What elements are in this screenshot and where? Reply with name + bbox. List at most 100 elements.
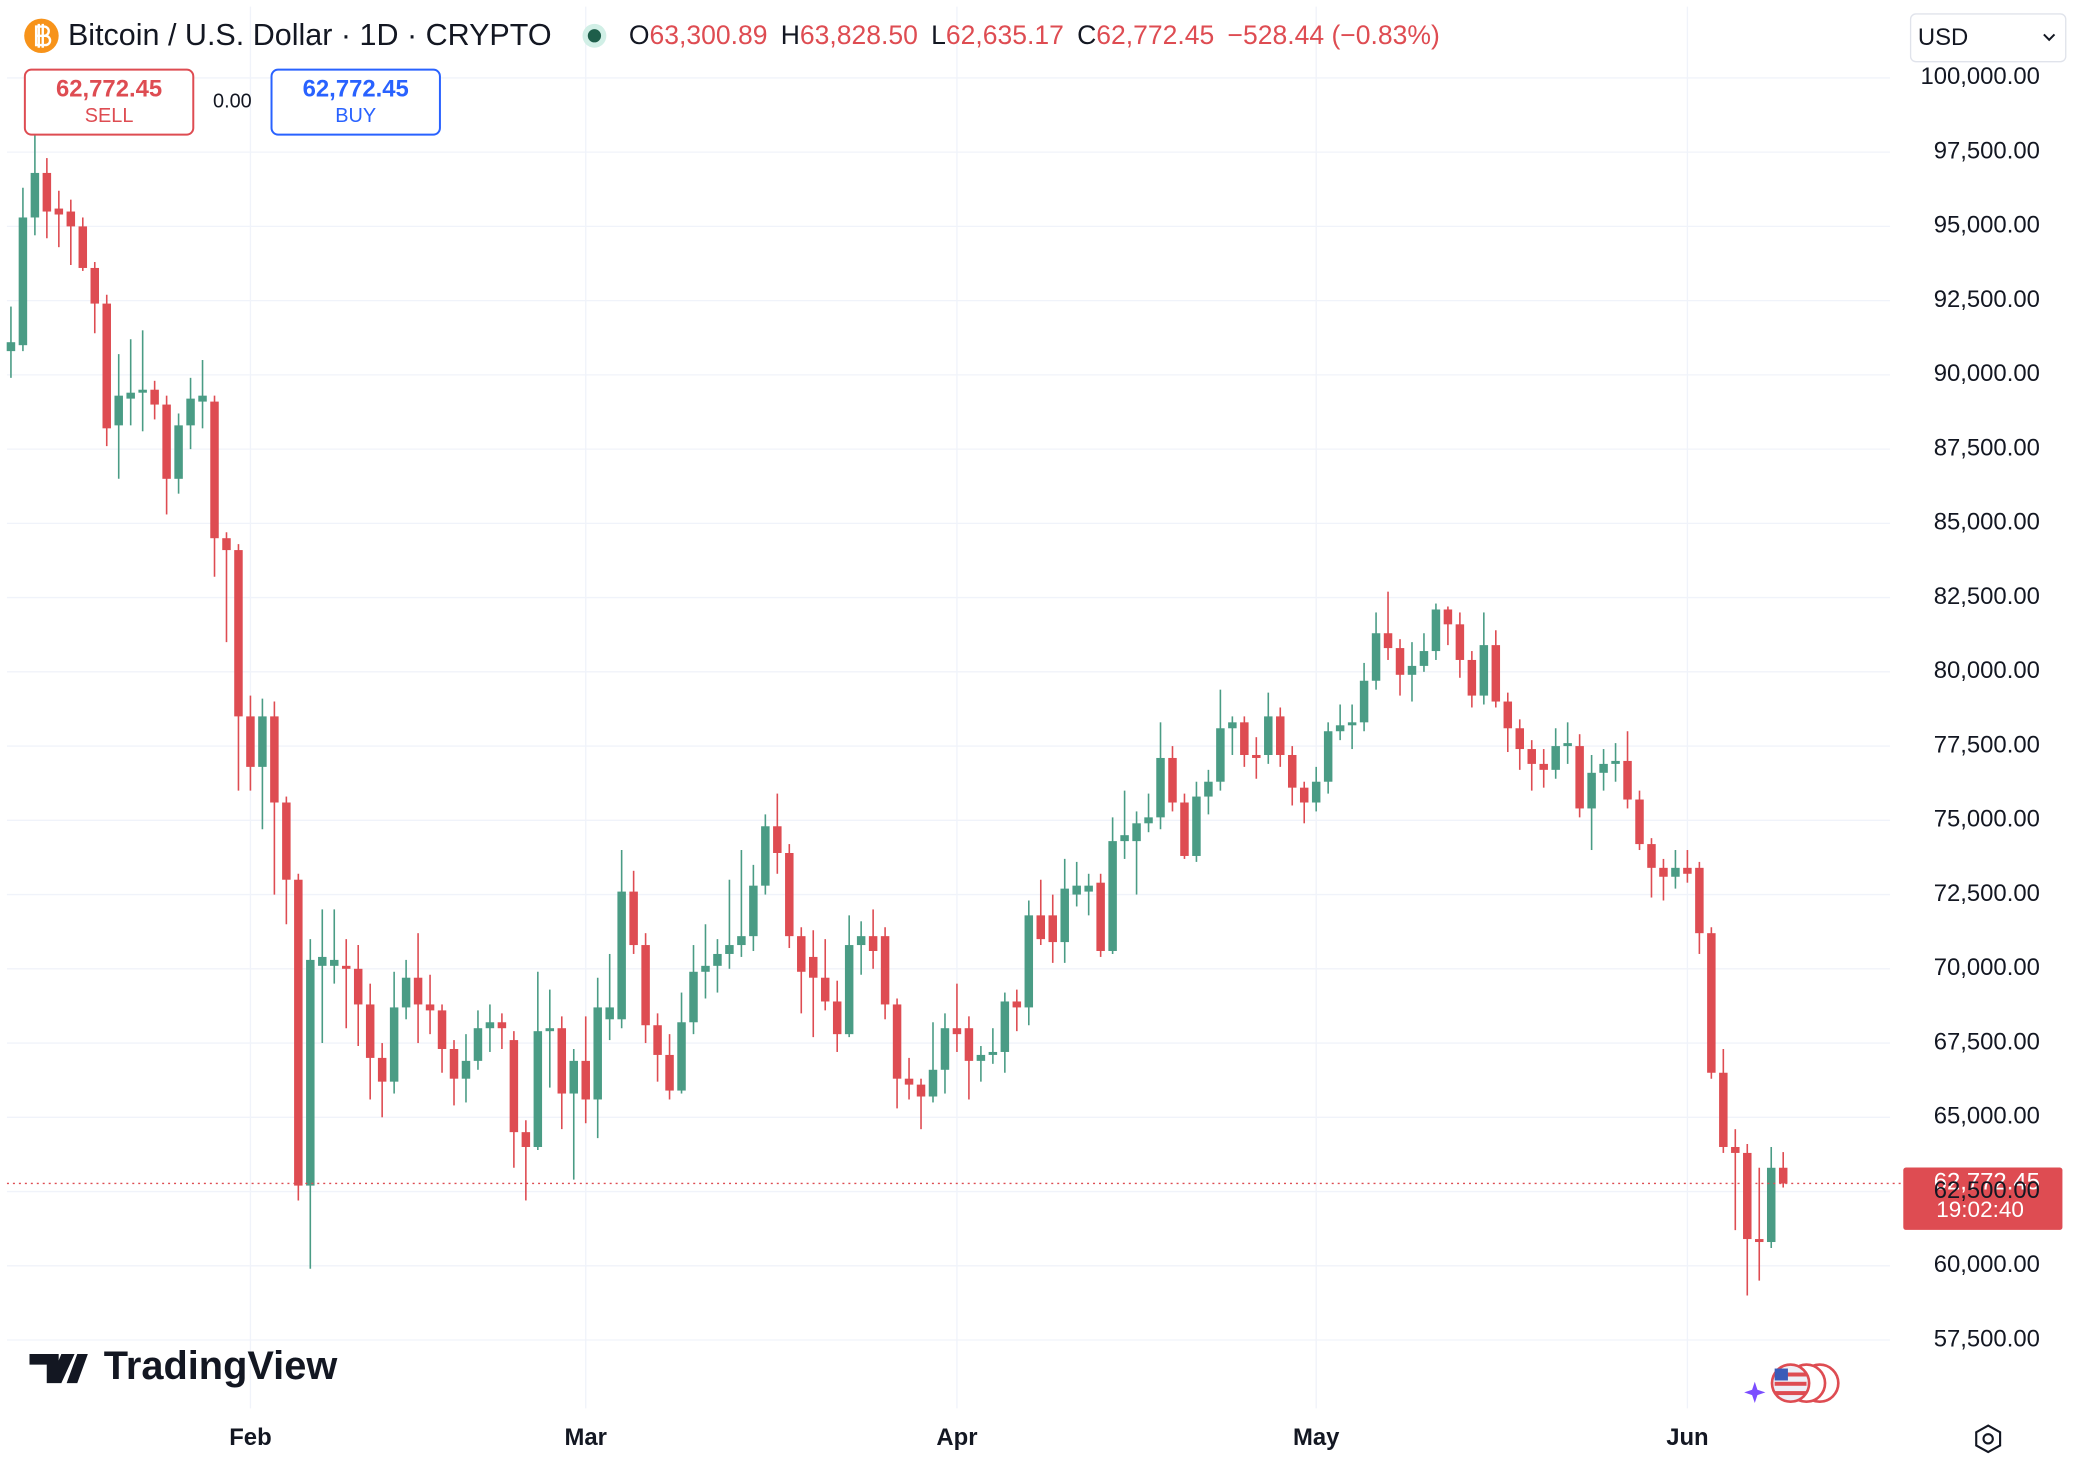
candle-body [1599, 763, 1608, 773]
candle-body [581, 1060, 590, 1100]
candle-body [629, 891, 638, 946]
candle-body [1144, 817, 1153, 824]
x-tick-label: May [1293, 1424, 1340, 1451]
candle-body [1563, 743, 1572, 747]
candle-body [1743, 1152, 1752, 1240]
candle-body [689, 971, 698, 1023]
candle-body [1323, 731, 1333, 782]
candle-body [916, 1084, 926, 1097]
candle-body [976, 1054, 986, 1061]
candle-body [856, 936, 866, 946]
candle-body [1120, 835, 1129, 842]
x-tick-label: Feb [229, 1424, 271, 1451]
candle-body [42, 172, 52, 212]
candle-body [1180, 802, 1189, 856]
candle-body [1264, 716, 1273, 755]
candle-body [1240, 722, 1249, 755]
symbol-title[interactable]: Bitcoin / U.S. Dollar · 1D · CRYPTO [68, 18, 552, 52]
event-icons [1744, 1363, 1840, 1404]
candle-body [102, 303, 111, 429]
y-tick-label: 75,000.00 [1934, 806, 2040, 833]
candle-body [258, 716, 267, 767]
candle-body [1683, 867, 1692, 874]
candle-body [246, 716, 255, 767]
candle-body [150, 389, 159, 405]
candle-body [30, 172, 40, 218]
candle-body [437, 1010, 447, 1049]
candle-body [593, 1007, 602, 1100]
candle-body [1731, 1146, 1740, 1153]
candle-body [449, 1048, 459, 1079]
candle-body [677, 1022, 686, 1091]
candle-body [617, 891, 626, 1020]
currency-select[interactable] [1909, 13, 2067, 63]
y-tick-label: 60,000.00 [1934, 1251, 2040, 1278]
candle-body [1192, 796, 1201, 856]
candle-body [1503, 701, 1513, 729]
candle-body [952, 1028, 962, 1035]
candle-body [773, 826, 782, 853]
candle-body [749, 885, 758, 937]
buy-button[interactable] [270, 68, 441, 136]
currency: USD [1918, 24, 1968, 51]
candle-body [1084, 885, 1093, 892]
y-tick-label: 90,000.00 [1934, 360, 2040, 387]
candle-body [401, 977, 411, 1008]
candle-body [1096, 882, 1105, 951]
candle-body [665, 1054, 674, 1091]
candle-body [521, 1132, 531, 1147]
sell-price: 62,772.45 [56, 75, 162, 102]
ohlc-value: 63,300.89 [650, 20, 768, 50]
candle-body [820, 977, 830, 1002]
sell-label: SELL [85, 105, 134, 127]
candle-body [1539, 763, 1548, 770]
candle-body [1515, 728, 1525, 750]
candle-body [425, 1004, 435, 1011]
candle-body [1491, 645, 1501, 702]
candle-body [54, 208, 64, 215]
candle-body [892, 1004, 902, 1079]
candle-body [1407, 665, 1417, 675]
ohlc-key: C [1077, 20, 1096, 50]
candle-body [222, 538, 231, 551]
candle-body [1467, 659, 1477, 696]
candle-body [904, 1078, 914, 1085]
candle-body [533, 1031, 543, 1147]
candle-body [1168, 757, 1177, 803]
candle-body [1048, 915, 1057, 943]
x-tick-label: Apr [936, 1424, 977, 1451]
y-tick-label: 92,500.00 [1934, 286, 2040, 313]
candle-body [1012, 1001, 1022, 1008]
candle-body [1551, 746, 1560, 770]
candle-body [940, 1028, 950, 1070]
settings-icon[interactable] [1975, 1424, 2002, 1454]
candles [6, 134, 1788, 1296]
candle-body [353, 968, 363, 1005]
sell-button[interactable] [23, 68, 195, 136]
candle-body [1623, 760, 1632, 800]
chevron [2043, 33, 2056, 42]
candle-body [832, 1001, 842, 1035]
candle-body [1383, 633, 1393, 649]
ohlc-key: H [781, 20, 800, 50]
candle-body [330, 959, 339, 966]
candle-body [162, 404, 171, 479]
candle-body [509, 1040, 519, 1133]
x-tick-label: Jun [1666, 1424, 1708, 1451]
y-tick-label: 87,500.00 [1934, 434, 2040, 461]
candle-body [1335, 725, 1345, 732]
ohlc-key: O [629, 20, 650, 50]
ohlc-key: L [931, 20, 946, 50]
candle-body [114, 395, 123, 426]
y-tick-label: 65,000.00 [1934, 1103, 2040, 1130]
candle-body [1443, 609, 1453, 625]
candle-body [1371, 633, 1381, 681]
candle-body [713, 953, 722, 966]
candle-body [389, 1007, 399, 1082]
candle-body [66, 211, 76, 227]
candle-body [18, 217, 28, 346]
candle-body [1060, 888, 1069, 943]
